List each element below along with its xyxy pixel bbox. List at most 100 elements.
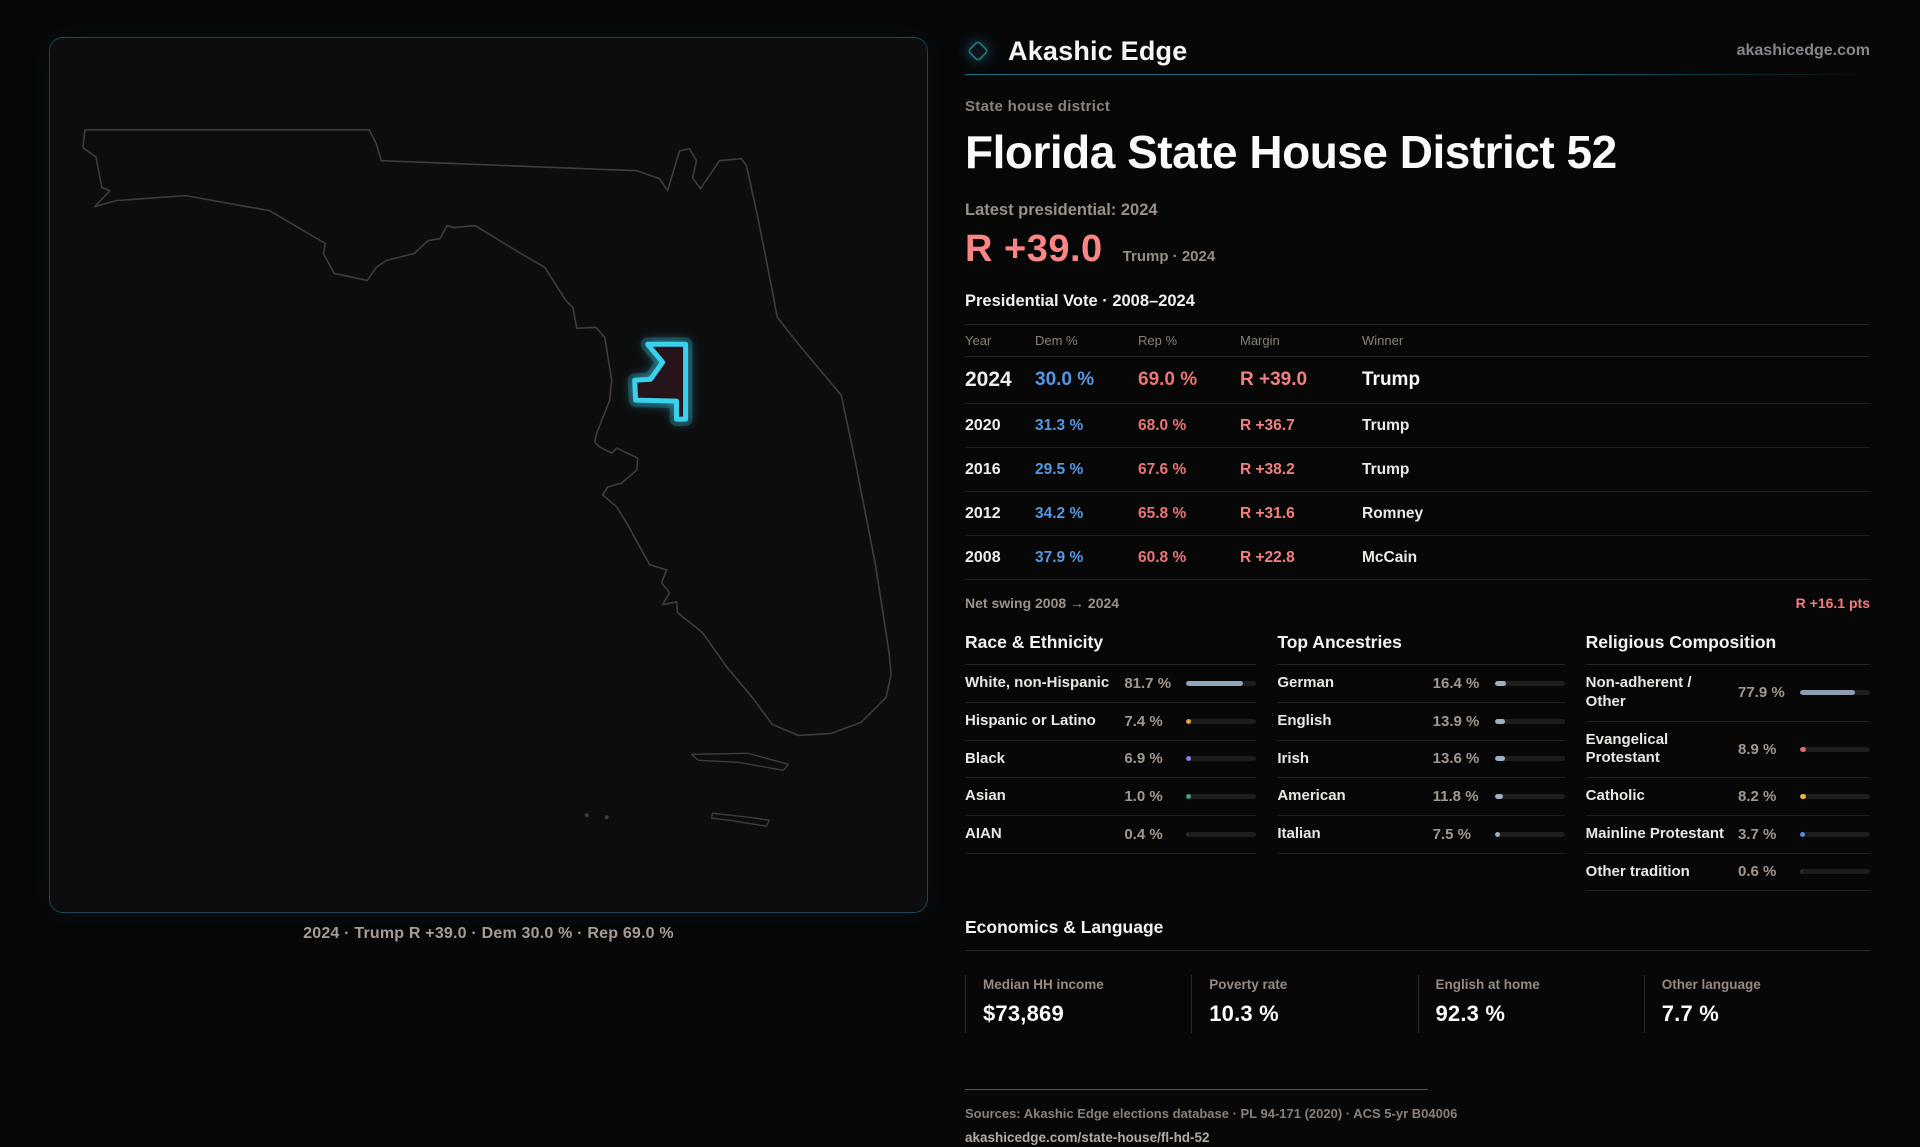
col-header-dem: Dem % — [1035, 333, 1078, 348]
section-title: Race & Ethnicity — [965, 632, 1257, 665]
year-cell: 2012 — [965, 504, 1001, 522]
col-header-winner: Winner — [1362, 333, 1404, 348]
demo-label: German — [1277, 674, 1335, 691]
header: Akashic Edge akashicedge.com — [965, 28, 1870, 74]
diamond-logo-icon — [968, 41, 988, 61]
demographic-row: Asian 1.0 % — [965, 778, 1257, 816]
demo-value: 77.9 % — [1738, 684, 1785, 702]
key-islet — [584, 813, 589, 818]
margin-value: R +39.0 — [965, 228, 1103, 270]
demo-bar-track — [1186, 756, 1257, 762]
demo-bar-track — [1494, 718, 1565, 724]
demographic-row: Irish 13.6 % — [1277, 741, 1565, 779]
dem-cell: 31.3 % — [1035, 416, 1084, 434]
sources-text: Sources: Akashic Edge elections database… — [965, 1106, 1458, 1122]
demo-value: 8.2 % — [1738, 787, 1777, 805]
col-header-year: Year — [965, 333, 992, 348]
brand-domain-link[interactable]: akashicedge.com — [1736, 42, 1870, 59]
margin-note: Trump · 2024 — [1122, 248, 1216, 265]
florida-keys-outline — [710, 812, 771, 827]
demo-label: AIAN — [965, 825, 1002, 842]
demo-label: Irish — [1277, 749, 1310, 767]
demo-bar-fill — [1186, 680, 1244, 686]
demo-label: Black — [965, 749, 1006, 767]
stat-other-language: Other language 7.7 % — [1643, 975, 1870, 1034]
dem-cell: 30.0 % — [1035, 369, 1095, 390]
stat-median-income: Median HH income $73,869 — [965, 975, 1191, 1034]
vote-row-2008: 2008 37.9 % 60.8 % R +22.8 McCain — [965, 536, 1870, 580]
demo-bar-track — [1494, 794, 1565, 800]
header-divider — [965, 74, 1870, 75]
demo-bar-fill — [1800, 793, 1806, 799]
demo-bar-fill — [1494, 756, 1505, 762]
permalink[interactable]: akashicedge.com/state-house/fl-hd-52 — [965, 1130, 1210, 1146]
demographic-row: English 13.9 % — [1277, 703, 1565, 741]
demo-bar-fill — [1800, 690, 1855, 696]
margin-cell: R +31.6 — [1240, 504, 1295, 522]
demo-bar-fill — [1800, 831, 1805, 837]
district-52-shape — [632, 341, 689, 422]
demo-label: Evangelical Protestant — [1585, 730, 1669, 767]
demo-label: Hispanic or Latino — [965, 711, 1096, 729]
demo-value: 8.9 % — [1738, 740, 1777, 758]
economics-title: Economics & Language — [965, 917, 1870, 952]
demo-label: English — [1277, 711, 1332, 729]
demographic-row: AIAN 0.4 % — [965, 816, 1257, 854]
race-ethnicity-column: Race & Ethnicity White, non-Hispanic 81.… — [965, 632, 1257, 891]
demo-value: 3.7 % — [1738, 825, 1777, 843]
district-profile-page: { "brand": { "name": "Akashic Edge", "do… — [49, 28, 1870, 1146]
demo-value: 0.4 % — [1124, 825, 1163, 843]
demo-bar-track — [1186, 794, 1257, 800]
page-title: Florida State House District 52 — [965, 126, 1617, 178]
net-swing-value: R +16.1 pts — [1795, 595, 1870, 611]
demo-bar-track — [1800, 869, 1870, 875]
dem-cell: 34.2 % — [1035, 504, 1084, 522]
year-cell: 2016 — [965, 460, 1001, 478]
demo-bar-fill — [1800, 746, 1806, 752]
demo-label: White, non-Hispanic — [965, 674, 1110, 691]
margin-cell: R +38.2 — [1240, 460, 1295, 478]
florida-state-outline — [82, 128, 892, 737]
map-caption: 2024 · Trump R +39.0 · Dem 30.0 % · Rep … — [303, 925, 674, 942]
winner-cell: Trump — [1362, 460, 1410, 478]
demographic-row: American 11.8 % — [1277, 778, 1565, 816]
demographic-row: Non-adherent / Other 77.9 % — [1585, 665, 1870, 722]
latest-presidential-label: Latest presidential: 2024 — [965, 201, 1158, 219]
margin-cell: R +36.7 — [1240, 416, 1295, 434]
demo-value: 0.6 % — [1738, 863, 1777, 881]
stat-label: Other language — [1661, 977, 1761, 993]
demo-bar-fill — [1186, 756, 1192, 762]
demo-label: Italian — [1277, 825, 1321, 842]
demo-label: Non-adherent / Other — [1585, 674, 1692, 710]
demo-bar-fill — [1186, 718, 1192, 724]
economics-stats: Median HH income $73,869 Poverty rate 10… — [965, 975, 1870, 1034]
stat-value: 7.7 % — [1661, 1001, 1720, 1027]
eyebrow-label: State house district — [965, 98, 1111, 115]
demographic-row: Mainline Protestant 3.7 % — [1585, 816, 1870, 854]
dem-cell: 29.5 % — [1035, 460, 1084, 478]
demo-value: 6.9 % — [1124, 750, 1163, 768]
religion-column: Religious Composition Non-adherent / Oth… — [1585, 632, 1870, 892]
dem-cell: 37.9 % — [1035, 548, 1084, 566]
demo-bar-fill — [1494, 831, 1500, 837]
vote-table-heading: Presidential Vote · 2008–2024 — [965, 292, 1195, 310]
demo-value: 7.4 % — [1124, 712, 1163, 730]
demo-bar-fill — [1800, 869, 1803, 875]
demographic-row: Other tradition 0.6 % — [1585, 854, 1870, 892]
demo-bar-fill — [1494, 794, 1503, 800]
demo-value: 13.9 % — [1432, 712, 1480, 730]
demo-value: 7.5 % — [1432, 825, 1472, 843]
demo-bar-track — [1800, 793, 1870, 799]
margin-cell: R +22.8 — [1240, 548, 1295, 566]
demographic-row: Black 6.9 % — [965, 741, 1257, 779]
rep-cell: 67.6 % — [1138, 460, 1187, 478]
stat-value: $73,869 — [983, 1001, 1064, 1027]
rep-cell: 69.0 % — [1138, 369, 1198, 390]
stat-label: English at home — [1435, 977, 1540, 993]
florida-map — [82, 128, 892, 827]
year-cell: 2024 — [965, 368, 1012, 391]
col-header-rep: Rep % — [1138, 333, 1178, 348]
demographic-row: Evangelical Protestant 8.9 % — [1585, 722, 1870, 778]
vote-row-2024: 2024 30.0 % 69.0 % R +39.0 Trump — [965, 357, 1870, 404]
winner-cell: Romney — [1362, 504, 1424, 522]
